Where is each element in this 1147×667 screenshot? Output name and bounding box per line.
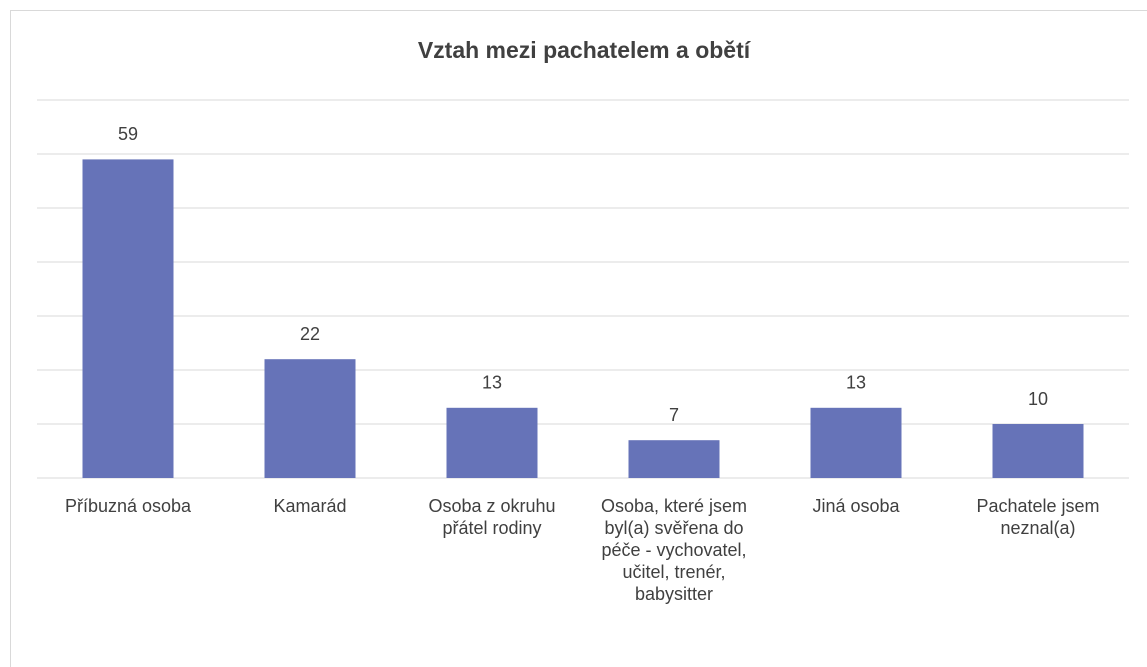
x-tick-label: Jiná osoba	[812, 496, 900, 516]
bar	[82, 159, 174, 478]
bar	[446, 407, 538, 478]
chart-frame	[10, 10, 1147, 667]
x-tick-label: Pachatele jsem neznal(a)	[976, 496, 1099, 538]
bar	[628, 440, 720, 478]
data-label: 10	[1028, 389, 1048, 409]
data-label: 22	[300, 324, 320, 344]
data-label: 13	[846, 373, 866, 393]
data-label: 7	[669, 405, 679, 425]
bar	[264, 359, 356, 478]
chart-title: Vztah mezi pachatelem a obětí	[418, 37, 752, 63]
bar	[810, 407, 902, 478]
data-label: 59	[118, 124, 138, 144]
x-tick-label: Příbuzná osoba	[65, 496, 192, 516]
x-tick-label: Kamarád	[273, 496, 346, 516]
data-label: 13	[482, 373, 502, 393]
bar	[992, 424, 1084, 478]
x-tick-label: Osoba z okruhu přátel rodiny	[428, 496, 555, 538]
x-tick-label: Osoba, které jsem byl(a) svěřena do péče -…	[601, 496, 747, 604]
